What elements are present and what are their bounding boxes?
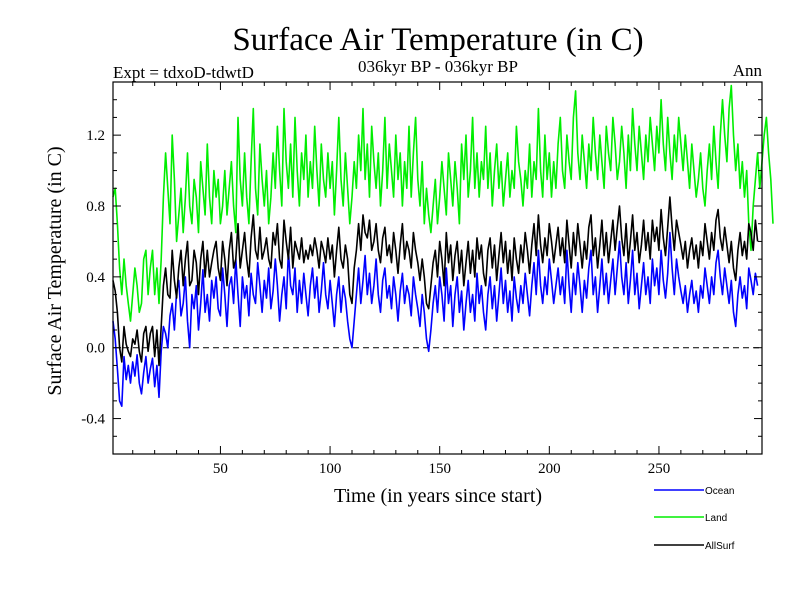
x-axis-label: Time (in years since start) (334, 485, 542, 507)
y-tick-label: 0.0 (86, 341, 105, 357)
y-tick-label: -0.4 (81, 412, 105, 428)
series-line-allsurf (112, 196, 759, 367)
plot-frame (112, 81, 763, 455)
y-tick-label: 0.8 (86, 199, 105, 215)
x-tick-label: 50 (213, 461, 228, 477)
legend-label-ocean: Ocean (705, 486, 734, 497)
y-axis-label: Surface Air Temperature (in C) (44, 146, 66, 395)
x-tick-label: 100 (319, 461, 342, 477)
legend: Ocean Land AllSurf (654, 486, 735, 552)
x-tick-label: 200 (538, 461, 561, 477)
series-line-ocean (112, 231, 759, 408)
y-tick-label: 0.4 (86, 270, 105, 286)
period-label: 036kyr BP - 036kyr BP (358, 57, 518, 76)
experiment-label: Expt = tdxoD-tdwtD (113, 63, 254, 82)
plot-area: 50 100 150 200 250 -0.4 0.0 0.4 0.8 1.2 (81, 81, 774, 477)
legend-label-allsurf: AllSurf (705, 541, 735, 552)
x-tick-label: 250 (648, 461, 671, 477)
x-tick-label: 150 (428, 461, 451, 477)
chart-title: Surface Air Temperature (in C) (232, 22, 643, 58)
y-tick-label: 1.2 (86, 128, 105, 144)
series-line-land (112, 84, 774, 322)
season-label: Ann (733, 61, 763, 80)
legend-label-land: Land (705, 513, 727, 524)
